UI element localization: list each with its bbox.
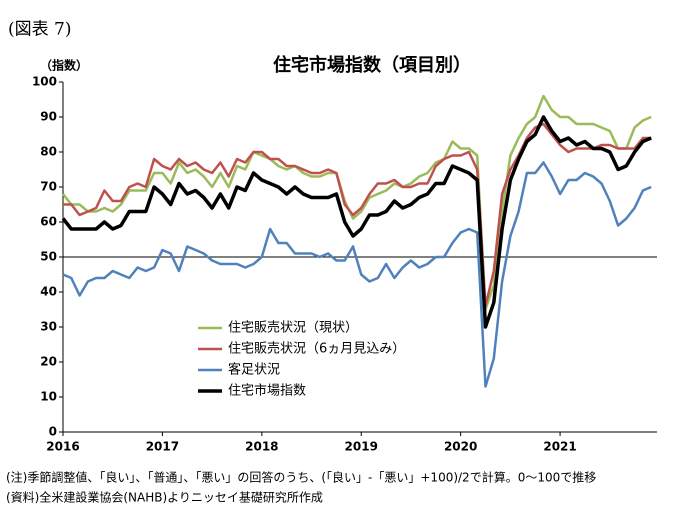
x-tick-label: 2020 [444, 440, 477, 454]
y-tick-label: 100 [32, 75, 57, 89]
y-tick-label: 50 [40, 250, 57, 264]
chart-title: 住宅市場指数（項目別） [273, 54, 471, 76]
y-tick-label: 60 [40, 215, 57, 229]
note: (注)季節調整値、「良い」、「普通」、「悪い」の回答のうち、(「良い」-「悪い」… [6, 470, 596, 485]
x-tick-label: 2017 [146, 440, 179, 454]
figure-label: (図表 7) [8, 20, 71, 40]
series-line [62, 161, 652, 388]
y-tick-label: 90 [40, 110, 57, 124]
y-tick-label: 70 [40, 180, 57, 194]
series-line [62, 94, 652, 311]
y-axis-label: （指数） [40, 58, 88, 73]
y-tick-label: 20 [40, 355, 57, 369]
y-tick-label: 30 [40, 320, 57, 334]
y-tick-label: 10 [40, 390, 57, 404]
y-tick-label: 0 [49, 425, 57, 439]
x-tick-label: 2021 [543, 440, 576, 454]
note: (資料)全米建設業協会(NAHB)よりニッセイ基礎研究所作成 [6, 490, 323, 505]
series-line [61, 115, 652, 329]
x-tick-label: 2019 [345, 440, 378, 454]
y-tick-label: 40 [40, 285, 57, 299]
series-line [63, 122, 652, 308]
legend-label: 客足状況 [228, 362, 280, 378]
legend-label: 住宅販売状況（現状） [228, 320, 358, 336]
legend-label: 住宅市場指数 [228, 383, 306, 399]
legend-label: 住宅販売状況（6ヵ月見込み） [228, 341, 405, 357]
y-tick-label: 80 [40, 145, 57, 159]
x-tick-label: 2018 [245, 440, 278, 454]
x-tick-label: 2016 [46, 440, 79, 454]
